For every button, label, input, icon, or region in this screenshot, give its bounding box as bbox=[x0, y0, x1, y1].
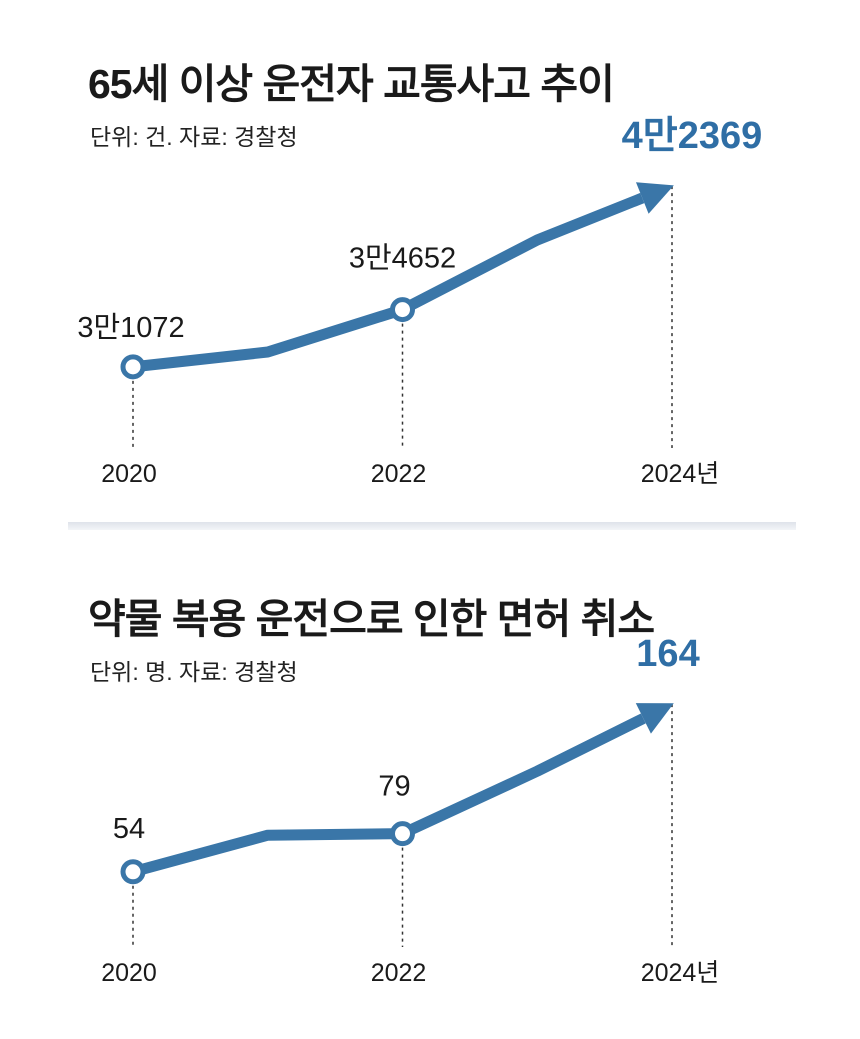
line-chart-license-revocations: 54 79 164 2020 2022 2024년 bbox=[101, 633, 720, 987]
chart-subtitle: 단위: 명. 자료: 경찰청 bbox=[90, 659, 298, 685]
series-line bbox=[132, 192, 645, 373]
series-arrowhead bbox=[635, 703, 674, 734]
data-point bbox=[390, 821, 415, 847]
line-chart-accidents: 3만1072 3만4652 4만2369 2020 2022 2024년 bbox=[77, 115, 763, 488]
chart-panel-license-revocations: 약물 복용 운전으로 인한 면허 취소 단위: 명. 자료: 경찰청 54 79 1… bbox=[0, 535, 860, 1039]
x-tick-label: 2020 bbox=[101, 959, 157, 987]
section-divider bbox=[68, 522, 796, 530]
data-label: 164 bbox=[636, 633, 699, 675]
data-label: 3만1072 bbox=[77, 312, 184, 344]
x-tick-label: 2022 bbox=[371, 959, 427, 987]
data-label: 3만4652 bbox=[349, 243, 456, 275]
data-point bbox=[120, 354, 146, 380]
data-label: 79 bbox=[378, 771, 410, 803]
chart-panel-accidents: 65세 이상 운전자 교통사고 추이 단위: 건. 자료: 경찰청 3만1072… bbox=[77, 61, 763, 488]
data-label: 4만2369 bbox=[622, 115, 763, 157]
x-tick-label: 2022 bbox=[371, 460, 427, 488]
chart-subtitle: 단위: 건. 자료: 경찰청 bbox=[90, 124, 298, 150]
x-tick-label: 2020 bbox=[101, 460, 157, 488]
data-point bbox=[120, 859, 146, 885]
chart-title: 65세 이상 운전자 교통사고 추이 bbox=[88, 61, 615, 107]
data-label: 54 bbox=[113, 813, 145, 845]
x-tick-label: 2024년 bbox=[641, 460, 720, 488]
x-tick-label: 2024년 bbox=[641, 959, 720, 987]
chart-title: 약물 복용 운전으로 인한 면허 취소 bbox=[88, 596, 655, 642]
series-arrowhead bbox=[635, 182, 674, 214]
data-point bbox=[390, 297, 415, 323]
